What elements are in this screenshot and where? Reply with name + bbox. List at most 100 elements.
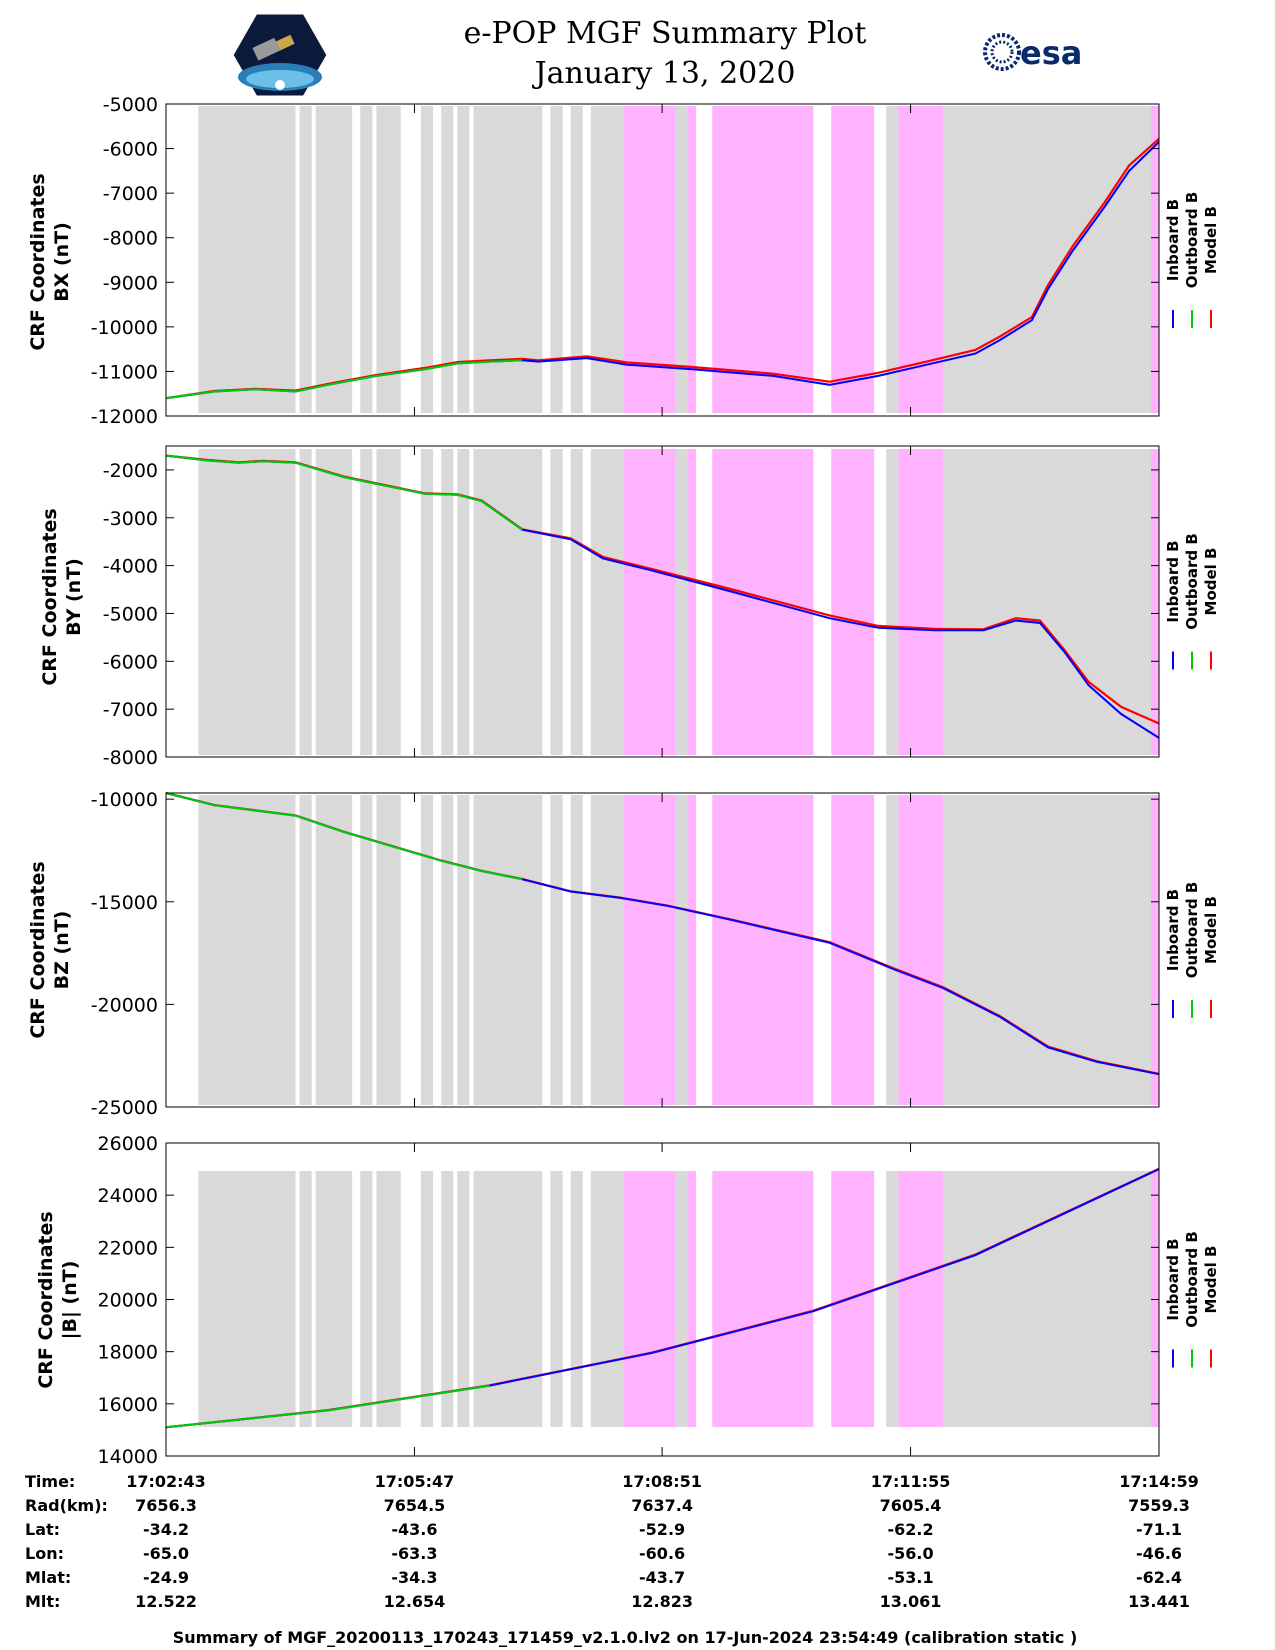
bx-gray-band-1 xyxy=(299,106,312,413)
bz-legend-label-2: Model B xyxy=(1202,896,1220,964)
babs-gray-band-8 xyxy=(473,1171,543,1427)
by-pink-band-1 xyxy=(687,449,697,755)
table-cell-3-2: -62.2 xyxy=(887,1520,933,1539)
footer-summary: Summary of MGF_20200113_170243_171459_v2… xyxy=(173,1628,1078,1647)
babs-gray-band-7 xyxy=(457,1171,470,1427)
babs-ylabel-line-1: CRF Coordinates xyxy=(35,1211,57,1388)
by-gray-band-15 xyxy=(886,449,899,755)
bx-pink-band-2 xyxy=(712,106,814,413)
table-cell-1-4: -34.3 xyxy=(391,1568,437,1587)
bx-gray-band-11 xyxy=(590,106,624,413)
table-cell-2-0: 17:08:51 xyxy=(622,1472,702,1491)
bx-outboard-line xyxy=(165,359,523,400)
bx-legend-label-0: Inboard B xyxy=(1164,199,1182,281)
panel-bz: -10000 -15000 -20000 -25000 Inboard B Outboar… xyxy=(27,789,1220,1119)
by-pink-band-0 xyxy=(623,449,676,755)
bx-ytick-label-7: -12000 xyxy=(91,406,158,428)
table-cell-2-2: -52.9 xyxy=(639,1520,685,1539)
bx-pink-band-3 xyxy=(831,106,875,413)
babs-pink-band-1 xyxy=(687,1171,697,1427)
babs-gray-band-2 xyxy=(315,1171,353,1427)
table-row-label-4: Mlat: xyxy=(25,1568,71,1587)
table-cell-3-1: 7605.4 xyxy=(880,1496,942,1515)
table-row-label-3: Lon: xyxy=(25,1544,64,1563)
by-gray-band-3 xyxy=(360,449,373,755)
bx-legend-label-2: Model B xyxy=(1202,206,1220,274)
bz-gray-band-6 xyxy=(441,795,454,1105)
bz-gray-band-9 xyxy=(550,795,563,1105)
table-cell-0-4: -24.9 xyxy=(143,1568,189,1587)
by-gray-band-5 xyxy=(420,449,434,755)
babs-gray-band-11 xyxy=(590,1171,624,1427)
babs-pink-band-2 xyxy=(712,1171,814,1427)
table-cell-3-5: 13.061 xyxy=(880,1592,942,1611)
bz-ylabel-line-1: CRF Coordinates xyxy=(27,861,49,1038)
babs-pink-band-3 xyxy=(831,1171,875,1427)
babs-ylabel-line-2: |B| (nT) xyxy=(59,1261,81,1340)
table-cell-0-2: -34.2 xyxy=(143,1520,189,1539)
babs-ytick-label-6: 14000 xyxy=(98,1446,158,1468)
table-row-label-0: Time: xyxy=(25,1472,75,1491)
bx-ytick-label-5: -10000 xyxy=(91,317,158,339)
esa-label: esa xyxy=(1020,34,1082,72)
bz-ytick-label-0: -10000 xyxy=(91,789,158,811)
by-gray-band-2 xyxy=(315,449,353,755)
by-gray-band-7 xyxy=(457,449,470,755)
orbit-data-table: Time: Rad(km): Lat: Lon: Mlat: Mlt: 17:02:43 76… xyxy=(25,1472,1199,1611)
by-ytick-label-2: -4000 xyxy=(103,556,158,578)
by-legend-label-0: Inboard B xyxy=(1164,540,1182,622)
bz-gray-band-7 xyxy=(457,795,470,1105)
by-legend-label-2: Model B xyxy=(1202,548,1220,616)
bx-gray-band-6 xyxy=(441,106,454,413)
babs-ytick-label-4: 18000 xyxy=(98,1342,158,1364)
bx-gray-band-9 xyxy=(550,106,563,413)
table-row-label-5: Mlt: xyxy=(25,1592,60,1611)
table-cell-0-1: 7656.3 xyxy=(135,1496,197,1515)
by-gray-band-10 xyxy=(570,449,583,755)
babs-ytick-label-3: 20000 xyxy=(98,1290,158,1312)
bz-pink-band-0 xyxy=(623,795,676,1105)
bx-ytick-label-1: -6000 xyxy=(103,139,158,161)
table-cell-4-0: 17:14:59 xyxy=(1119,1472,1199,1491)
table-cell-2-1: 7637.4 xyxy=(631,1496,693,1515)
babs-ytick-label-0: 26000 xyxy=(98,1133,158,1155)
babs-gray-band-16 xyxy=(942,1171,1159,1427)
bx-ylabel-line-2: BX (nT) xyxy=(51,222,73,302)
table-cell-2-3: -60.6 xyxy=(639,1544,685,1563)
by-legend-label-1: Outboard B xyxy=(1183,533,1201,630)
table-cell-3-3: -56.0 xyxy=(887,1544,933,1563)
babs-gray-band-0 xyxy=(198,1171,296,1427)
epop-logo xyxy=(230,11,330,99)
by-gray-band-4 xyxy=(376,449,401,755)
babs-ytick-label-1: 24000 xyxy=(98,1185,158,1207)
bz-ylabel-line-2: BZ (nT) xyxy=(51,911,73,990)
by-ytick-label-1: -3000 xyxy=(103,508,158,530)
babs-outboard-line xyxy=(165,1384,490,1429)
bz-ytick-label-2: -20000 xyxy=(91,994,158,1016)
by-gray-band-11 xyxy=(590,449,624,755)
bz-gray-band-16 xyxy=(942,795,1159,1105)
by-ytick-label-3: -5000 xyxy=(103,603,158,625)
bz-pink-band-1 xyxy=(687,795,697,1105)
by-pink-band-2 xyxy=(712,449,814,755)
bz-pink-band-2 xyxy=(712,795,814,1105)
title-line-2: January 13, 2020 xyxy=(532,56,796,91)
panel-by: -2000 -3000 -4000 -5000 -6000 -7000 -8000 Inboa… xyxy=(39,445,1220,769)
panel-bx: -5000 -6000 -7000 -8000 -9000 -10000 -11000 -12… xyxy=(27,94,1220,428)
bz-gray-band-11 xyxy=(590,795,624,1105)
table-cell-2-5: 12.823 xyxy=(631,1592,693,1611)
bx-pink-band-1 xyxy=(687,106,697,413)
table-cell-4-1: 7559.3 xyxy=(1128,1496,1190,1515)
babs-pink-band-4 xyxy=(898,1171,943,1427)
bx-gray-band-10 xyxy=(570,106,583,413)
table-cell-4-4: -62.4 xyxy=(1136,1568,1182,1587)
table-cell-0-5: 12.522 xyxy=(135,1592,197,1611)
by-pink-band-4 xyxy=(898,449,943,755)
table-cell-3-0: 17:11:55 xyxy=(871,1472,951,1491)
title-line-1: e-POP MGF Summary Plot xyxy=(464,16,867,51)
bx-legend-label-1: Outboard B xyxy=(1183,192,1201,289)
bx-ytick-label-2: -7000 xyxy=(103,183,158,205)
babs-legend-label-2: Model B xyxy=(1202,1246,1220,1314)
babs-legend-label-1: Outboard B xyxy=(1183,1231,1201,1328)
